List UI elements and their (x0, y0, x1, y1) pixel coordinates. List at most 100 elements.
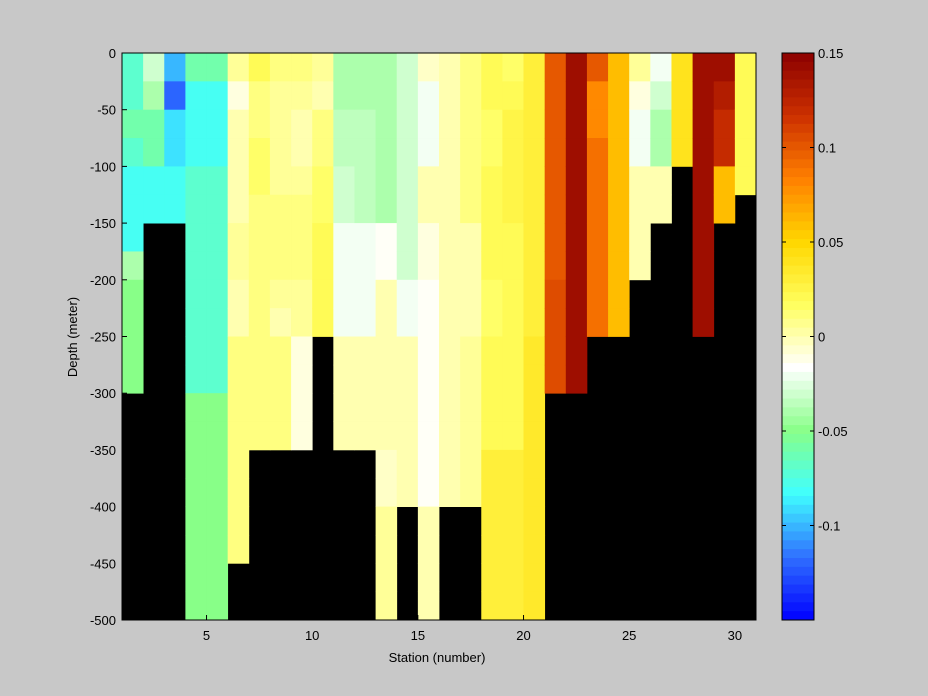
heatmap-cell (269, 364, 292, 394)
heatmap-cell (692, 194, 715, 224)
heatmap-cell (713, 53, 736, 82)
heatmap-cell (248, 364, 271, 394)
heatmap-cell (417, 279, 440, 309)
heatmap-cell (523, 223, 546, 252)
heatmap-cell (396, 364, 419, 394)
heatmap-cell (185, 223, 207, 252)
heatmap-cell (396, 251, 419, 281)
heatmap-cell (354, 223, 376, 252)
heatmap-cell (269, 194, 292, 224)
heatmap-cell (185, 81, 207, 111)
heatmap-cell (185, 166, 207, 196)
colorbar-segment (782, 460, 814, 470)
heatmap-cell (460, 138, 482, 167)
heatmap-cell (692, 223, 715, 252)
heatmap-cell (544, 364, 567, 394)
colorbar-segment (782, 495, 814, 506)
heatmap-cell (544, 81, 567, 111)
heatmap-cell (439, 449, 461, 479)
colorbar-segment (782, 407, 814, 417)
colorbar-segment (782, 318, 814, 329)
heatmap-cell (565, 308, 588, 337)
heatmap-cell (248, 421, 271, 451)
heatmap-cell (713, 109, 736, 139)
y-tick-label: -100 (90, 159, 116, 174)
heatmap-cell (396, 53, 419, 82)
heatmap-cell (608, 81, 630, 111)
heatmap-cell (375, 364, 398, 394)
heatmap-cell (227, 166, 250, 196)
heatmap-cell (227, 364, 250, 394)
heatmap-cell (502, 251, 524, 281)
heatmap-cell (481, 393, 503, 422)
heatmap-cell (206, 393, 229, 422)
heatmap-cell (734, 81, 757, 111)
heatmap-cell (460, 308, 482, 337)
heatmap-cell (523, 166, 546, 196)
colorbar-segment (782, 230, 814, 240)
heatmap-cell (439, 194, 461, 224)
colorbar-segment (782, 602, 814, 612)
heatmap-cell (375, 279, 398, 309)
heatmap-cell (143, 81, 165, 111)
heatmap-cell (269, 279, 292, 309)
heatmap-cell (523, 109, 546, 139)
colorbar-tick-label: 0.1 (818, 141, 836, 156)
heatmap-cell (439, 223, 461, 252)
heatmap-cell (354, 138, 376, 167)
colorbar-segment (782, 433, 814, 444)
heatmap-cell (269, 223, 292, 252)
heatmap-cell (291, 81, 313, 111)
heatmap-cell (734, 109, 757, 139)
heatmap-cell (333, 421, 355, 451)
heatmap-cell (227, 138, 250, 167)
heatmap-cell (439, 478, 461, 507)
heatmap-cell (502, 393, 524, 422)
colorbar-segment (782, 283, 814, 293)
heatmap-cell (586, 53, 609, 82)
heatmap-cell (206, 563, 229, 593)
heatmap-cell (291, 194, 313, 224)
heatmap-cell (523, 478, 546, 507)
heatmap-cell (248, 138, 271, 167)
colorbar-segment (782, 141, 814, 151)
colorbar-tick-label: 0 (818, 330, 825, 345)
heatmap-cell (206, 279, 229, 309)
heatmap-cell (122, 279, 144, 309)
heatmap-cell (544, 109, 567, 139)
heatmap-cell (439, 81, 461, 111)
colorbar-segment (782, 53, 814, 63)
colorbar-segment (782, 265, 814, 275)
heatmap-cell (586, 109, 609, 139)
colorbar-segment (782, 398, 814, 408)
heatmap-cell (713, 166, 736, 196)
heatmap-cell (460, 478, 482, 507)
heatmap-cell (312, 166, 334, 196)
heatmap-cell (565, 364, 588, 394)
heatmap-cell (333, 194, 355, 224)
heatmap-cell (734, 53, 757, 82)
colorbar-segment (782, 389, 814, 399)
heatmap-cell (375, 449, 398, 479)
y-tick-label: -450 (90, 556, 116, 571)
heatmap-cell (185, 308, 207, 337)
heatmap-cell (481, 53, 503, 82)
heatmap-cell (565, 81, 588, 111)
heatmap-cell (227, 251, 250, 281)
heatmap-cell (544, 223, 567, 252)
heatmap-cell (439, 166, 461, 196)
heatmap-cell (502, 279, 524, 309)
y-axis-label: Depth (meter) (65, 297, 80, 377)
heatmap-cell (269, 421, 292, 451)
heatmap-cell (460, 223, 482, 252)
heatmap-cell (692, 308, 715, 337)
heatmap-cell (227, 449, 250, 479)
heatmap-cell (502, 591, 524, 621)
heatmap-cell (354, 336, 376, 366)
heatmap-cell (565, 223, 588, 252)
heatmap-cell (650, 166, 672, 196)
colorbar-segment (782, 88, 814, 98)
heatmap-cell (523, 506, 546, 536)
heatmap-cell (248, 109, 271, 139)
heatmap-cell (206, 194, 229, 224)
